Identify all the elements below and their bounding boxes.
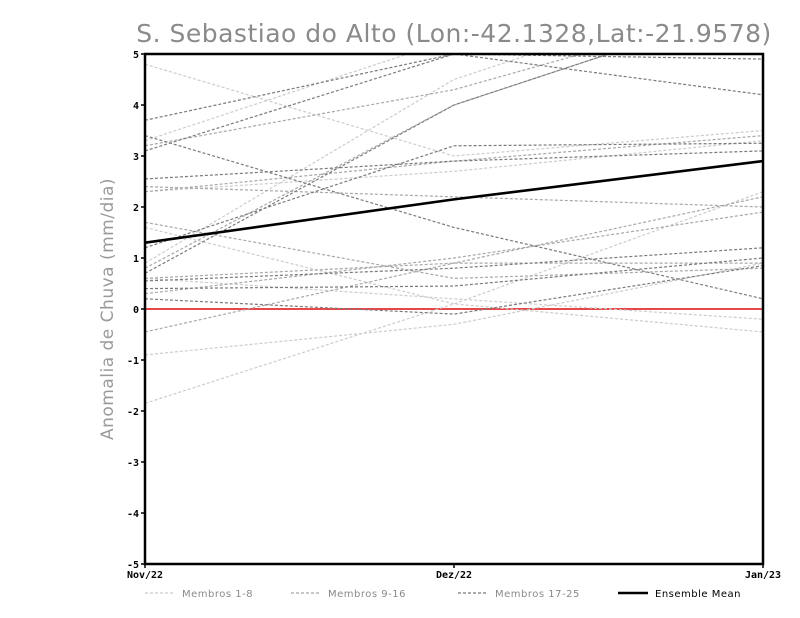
legend-label-2: Membros 9-16 xyxy=(328,589,406,600)
y-tick-label: 0 xyxy=(133,305,139,316)
member-line-group2-3 xyxy=(145,186,763,208)
member-line-group3-8 xyxy=(145,135,763,300)
y-tick-label: 5 xyxy=(133,50,139,61)
member-line-group2-7 xyxy=(145,221,763,280)
member-line-group3-5 xyxy=(145,142,763,249)
chart-title: S. Sebastiao do Alto (Lon:-42.1328,Lat:-… xyxy=(136,19,772,48)
ensemble-mean-line xyxy=(145,159,763,244)
member-line-group3-6 xyxy=(145,265,763,315)
y-tick-label: -2 xyxy=(127,407,139,418)
member-line-group3-2 xyxy=(145,54,763,152)
y-axis-label: Anomalia de Chuva (mm/dia) xyxy=(98,178,118,440)
y-tick-label: 1 xyxy=(133,254,139,265)
y-tick-label: -4 xyxy=(127,509,139,520)
member-line-group2-5 xyxy=(145,196,763,333)
member-line-group3-9 xyxy=(145,247,763,282)
series-lines xyxy=(145,54,763,404)
member-line-group3-7 xyxy=(145,257,763,290)
member-line-group2-2 xyxy=(145,54,611,269)
member-line-group2-4 xyxy=(145,211,763,295)
member-line-group3-1 xyxy=(145,54,763,121)
legend: Membros 1-8 Membros 9-16 Membros 17-25 Ense… xyxy=(145,589,741,600)
member-line-group3-3 xyxy=(145,54,611,274)
member-line-group1-5 xyxy=(145,226,763,333)
y-tick-label: -5 xyxy=(127,560,139,571)
axes: -5 -4 -3 -2 -1 0 1 2 3 4 5 Nov/22 Dez/22 Jan/23 xyxy=(127,50,781,581)
member-line-group1-1 xyxy=(145,63,763,157)
member-line-group1-3 xyxy=(145,262,763,356)
member-line-group3-4 xyxy=(145,150,763,180)
y-tick-label: -3 xyxy=(127,458,139,469)
x-tick-label: Nov/22 xyxy=(127,570,163,581)
y-tick-label: 3 xyxy=(133,152,139,163)
y-tick-label: -1 xyxy=(127,356,139,367)
y-tick-label: 4 xyxy=(133,101,139,112)
legend-label-1: Membros 1-8 xyxy=(182,589,253,600)
legend-label-3: Membros 17-25 xyxy=(495,589,580,600)
x-tick-label: Dez/22 xyxy=(436,570,472,581)
legend-label-4: Ensemble Mean xyxy=(655,589,741,600)
member-line-group1-8 xyxy=(145,277,763,320)
member-line-group2-6 xyxy=(145,262,763,279)
member-line-group1-6 xyxy=(145,140,763,193)
x-tick-label: Jan/23 xyxy=(745,570,781,581)
y-tick-label: 2 xyxy=(133,203,139,214)
